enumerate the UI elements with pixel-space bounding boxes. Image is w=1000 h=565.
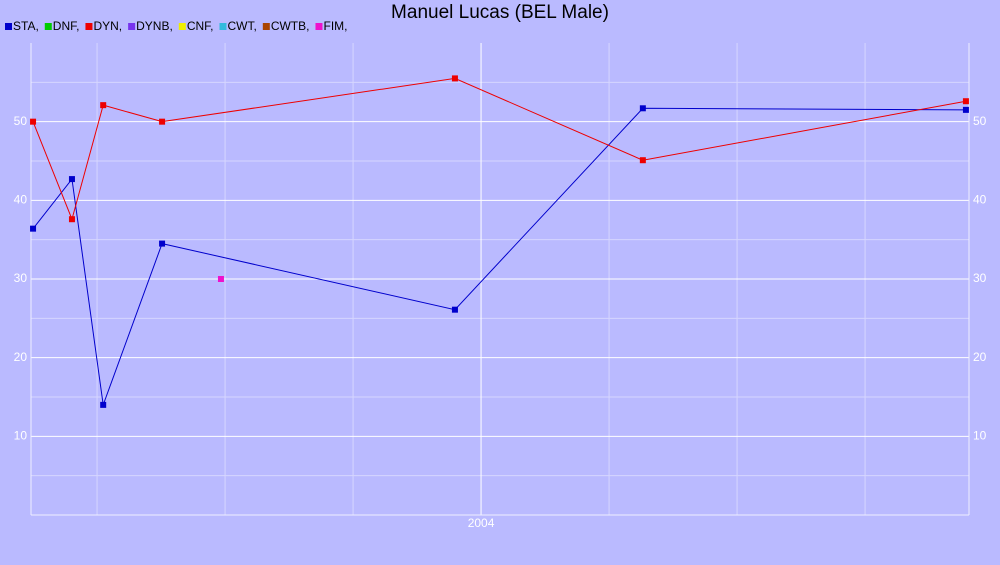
legend-label: DYNB,	[136, 19, 173, 33]
point-marker	[159, 118, 166, 125]
y-tick-label: 30	[14, 271, 28, 285]
chart-title: Manuel Lucas (BEL Male)	[391, 2, 609, 23]
y-tick-label: 20	[14, 350, 28, 364]
point-marker	[100, 401, 107, 408]
legend-swatch	[219, 23, 227, 30]
point-marker	[68, 176, 75, 183]
y-tick-label: 50	[14, 114, 28, 128]
point-marker	[639, 105, 646, 112]
point-marker	[30, 225, 37, 232]
point-marker	[217, 276, 224, 282]
point-marker	[451, 306, 458, 313]
y-tick-label-right: 20	[973, 350, 987, 364]
point-marker	[962, 98, 969, 105]
legend-swatch	[5, 23, 12, 30]
legend-label: FIM,	[323, 19, 347, 33]
legend-swatch	[85, 23, 93, 30]
point-marker	[100, 102, 107, 109]
y-tick-label: 40	[14, 193, 28, 207]
legend-label: DYN,	[93, 19, 122, 33]
point-marker	[639, 157, 646, 164]
legend-label: STA,	[13, 19, 39, 33]
legend-swatch	[178, 23, 186, 30]
legend-swatch	[315, 23, 323, 30]
y-tick-label-right: 30	[973, 271, 987, 285]
legend-swatch	[44, 23, 52, 30]
legend-swatch	[262, 23, 270, 30]
y-tick-label-right: 40	[973, 193, 987, 207]
x-tick-label: 2004	[468, 516, 495, 530]
y-tick-label: 10	[14, 429, 28, 443]
point-marker	[30, 118, 37, 125]
point-marker	[962, 106, 969, 113]
y-tick-label-right: 10	[973, 429, 987, 443]
legend-label: CWTB,	[271, 19, 310, 33]
point-marker	[68, 216, 75, 223]
legend-label: CWT,	[227, 19, 256, 33]
point-marker	[159, 240, 166, 247]
legend-swatch	[128, 23, 136, 30]
y-tick-label-right: 50	[973, 114, 987, 128]
legend-label: DNF,	[53, 19, 80, 33]
point-marker	[451, 75, 458, 82]
legend-label: CNF,	[187, 19, 214, 33]
